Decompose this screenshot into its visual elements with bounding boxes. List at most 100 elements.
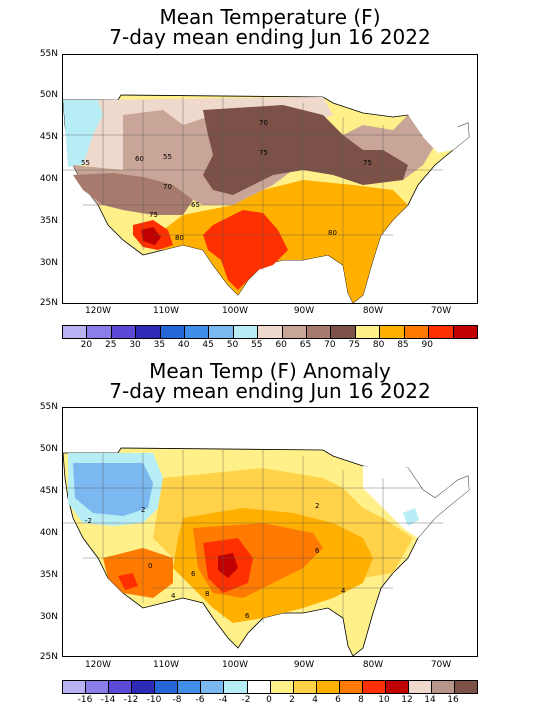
bottom-lon-label: 100W	[221, 660, 249, 670]
top-colorbar-swatch	[258, 326, 283, 338]
top-colorbar-swatch	[453, 326, 477, 338]
bottom-colorbar-swatch	[224, 681, 248, 693]
bottom-colorbar-swatch	[385, 681, 409, 693]
top-colorbar-swatch	[307, 326, 332, 338]
top-lat-label: 40N	[39, 174, 58, 184]
top-colorbar-swatch	[185, 326, 210, 338]
bottom-lat-label: 35N	[39, 570, 58, 580]
bottom-colorbar-label: 16	[447, 695, 459, 705]
top-lat-label: 50N	[39, 90, 58, 100]
top-lon-label: 90W	[293, 306, 315, 316]
top-colorbar-swatch	[160, 326, 186, 338]
bottom-blue-ne	[403, 508, 419, 526]
top-lon-label: 70W	[430, 306, 452, 316]
bottom-colorbar-label: 14	[424, 695, 436, 705]
bottom-colorbar-label: -4	[218, 695, 228, 705]
top-colorbar-label: 30	[129, 340, 141, 350]
top-contour-label: 55	[81, 159, 90, 167]
bottom-blue-nw-dark	[73, 463, 153, 516]
top-contour-label: 70	[259, 119, 268, 127]
bottom-lat-label: 45N	[39, 486, 58, 496]
bottom-contour-label: 2	[141, 506, 145, 514]
top-colorbar-swatch	[355, 326, 381, 338]
top-colorbar-label: 90	[421, 340, 433, 350]
bottom-colorbar-swatch	[455, 681, 478, 693]
bottom-colorbar-swatch	[362, 681, 386, 693]
top-colorbar-swatch	[87, 326, 112, 338]
top-darkred-sw	[141, 227, 161, 245]
bottom-contour-label: -2	[85, 517, 92, 525]
top-colorbar-swatch	[136, 326, 161, 338]
bottom-contour-label: 4	[341, 587, 346, 595]
top-contour-label: 80	[175, 234, 184, 242]
bottom-colorbar-swatch	[339, 681, 363, 693]
top-contour-label: 55	[163, 153, 172, 161]
bottom-lon-label: 70W	[430, 660, 452, 670]
top-red-texas	[203, 210, 288, 290]
bottom-colorbar-swatch	[155, 681, 179, 693]
top-colorbar-label: 45	[202, 340, 214, 350]
bottom-colorbar-label: 4	[312, 695, 318, 705]
top-contour-label: 80	[328, 229, 337, 237]
bottom-colorbar-label: 2	[289, 695, 295, 705]
top-colorbar-swatch	[63, 326, 88, 338]
top-contour-label: 70	[163, 183, 172, 191]
top-cool-nw	[63, 100, 103, 167]
top-contour-label: 75	[149, 211, 158, 219]
bottom-orange-sw	[103, 548, 173, 598]
bottom-lon-label: 90W	[293, 660, 315, 670]
top-colorbar-swatch	[233, 326, 259, 338]
bottom-light-ne	[363, 466, 469, 538]
top-title-line2: 7-day mean ending Jun 16 2022	[109, 25, 431, 49]
bottom-colorbar-swatch	[270, 681, 294, 693]
top-lat-label: 25N	[39, 298, 58, 308]
bottom-colorbar-swatch	[63, 681, 87, 693]
top-colorbar-label: 25	[104, 340, 117, 350]
bottom-lon-label: 120W	[84, 660, 112, 670]
bottom-anomaly-map: 2 -2 0 6 8 4 6 4 6 2	[62, 407, 478, 657]
top-contour-label: 65	[191, 201, 200, 209]
top-lat-label: 35N	[39, 216, 58, 226]
top-colorbar-label: 40	[178, 340, 190, 350]
top-title-line1: Mean Temperature (F)	[159, 5, 381, 29]
top-colorbar-label: 80	[372, 340, 385, 350]
bottom-colorbar-swatch	[109, 681, 133, 693]
bottom-colorbar-label: 0	[266, 695, 272, 705]
bottom-colorbar-label: 10	[378, 695, 390, 705]
bottom-contour-label: 2	[315, 502, 319, 510]
bottom-colorbar-swatch	[293, 681, 317, 693]
bottom-contour-label: 6	[315, 547, 320, 555]
top-colorbar-label: 50	[226, 340, 239, 350]
top-brown-dark	[203, 105, 408, 195]
top-colorbar-label: 20	[80, 340, 93, 350]
bottom-colorbar-swatch	[247, 681, 271, 693]
bottom-title-line2: 7-day mean ending Jun 16 2022	[109, 379, 431, 403]
bottom-colorbar-swatch	[86, 681, 110, 693]
bottom-colorbar-label: -2	[241, 695, 251, 705]
bottom-colorbar-label: -14	[100, 695, 116, 705]
top-lat-label: 55N	[39, 49, 58, 59]
bottom-contour-label: 6	[191, 570, 196, 578]
top-colorbar-label: 55	[251, 340, 263, 350]
bottom-colorbar-label: -12	[123, 695, 139, 705]
bottom-title-line1: Mean Temp (F) Anomaly	[149, 359, 391, 383]
top-colorbar-label: 70	[324, 340, 336, 350]
top-map-canvas: 55 60 55 70 75 65 75 80 70 75 80	[63, 94, 470, 303]
bottom-lat-label: 25N	[39, 652, 58, 662]
bottom-contour-labels: 2 -2 0 6 8 4 6 4 6 2	[85, 502, 346, 620]
bottom-colorbar-label: -16	[77, 695, 93, 705]
bottom-colorbar-swatch	[201, 681, 225, 693]
bottom-lat-label: 30N	[39, 612, 58, 622]
top-colorbar-swatch	[331, 326, 356, 338]
top-colorbar	[62, 325, 478, 339]
bottom-contour-label: 0	[148, 562, 152, 570]
top-contour-label: 60	[135, 155, 144, 163]
top-colorbar-swatch	[209, 326, 234, 338]
top-lat-label: 45N	[39, 132, 58, 142]
bottom-colorbar-label: -10	[146, 695, 162, 705]
bottom-colorbar-swatch	[132, 681, 156, 693]
top-temperature-map: 55 60 55 70 75 65 75 80 70 75 80	[62, 54, 478, 304]
top-colorbar-label: 75	[348, 340, 360, 350]
top-lon-label: 100W	[221, 306, 249, 316]
bottom-lon-label: 110W	[152, 660, 180, 670]
